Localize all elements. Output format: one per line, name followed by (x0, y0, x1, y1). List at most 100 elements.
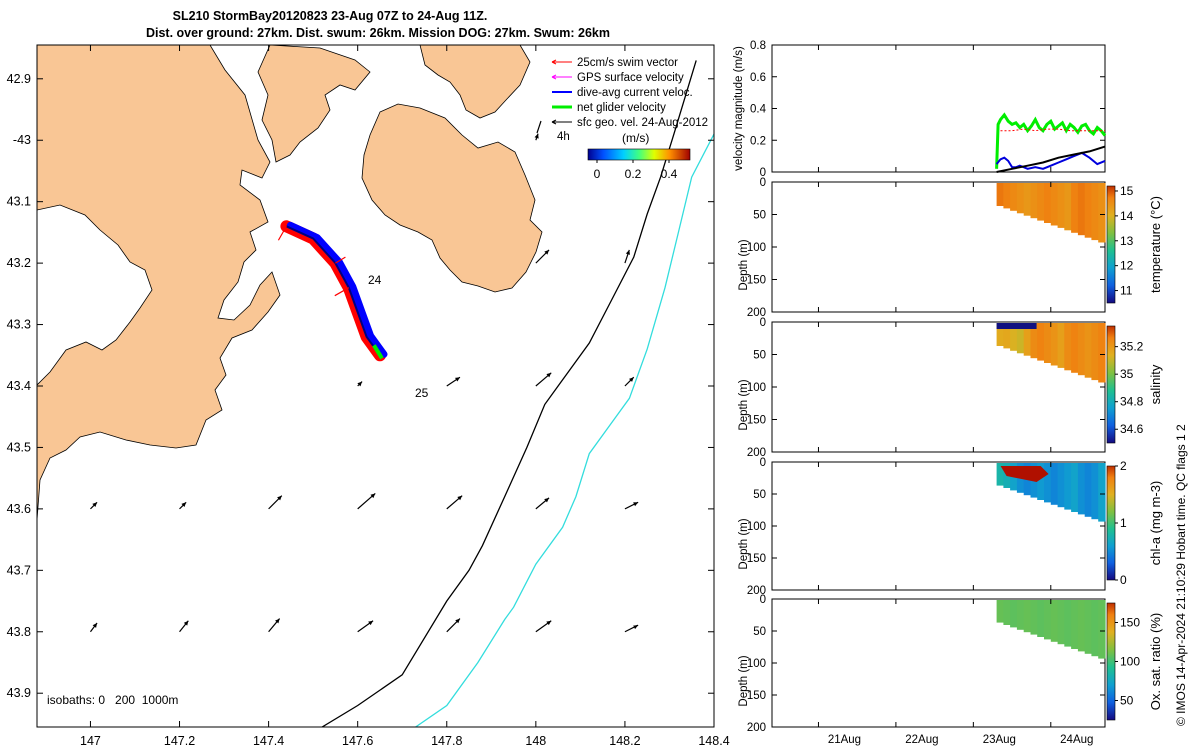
temperature-cell (1071, 183, 1079, 233)
map-ytick-label: 43.3 (7, 318, 31, 332)
temperature-cell (1037, 183, 1045, 221)
oxygen-cell (1064, 600, 1072, 647)
legend-geo-velocity: sfc geo. vel. 24-Aug-2012 (577, 117, 708, 129)
temperature-cell (1077, 183, 1086, 236)
track-label-24: 24 (368, 273, 382, 287)
velocity-series-black (996, 145, 1106, 173)
temperature-colorbar-tick: 11 (1120, 284, 1133, 298)
current-vector-field (89, 133, 639, 633)
swim-arrow-0 (277, 225, 287, 241)
velocity-series-green (995, 112, 1107, 169)
current-vector-6 (624, 501, 639, 510)
salinity-ytick-label: 0 (760, 317, 766, 329)
footer-credit: © IMOS 14-Apr-2024 21:10:29 Hobart time.… (1174, 424, 1188, 726)
salinity-cell (1084, 323, 1093, 378)
temperature-cell (1044, 183, 1052, 223)
velocity-ylabel: velocity magnitude (m/s) (733, 46, 745, 171)
current-vector-12 (535, 620, 552, 633)
salinity-cell (1037, 323, 1045, 361)
salinity-cell (1010, 323, 1018, 351)
salinity-cell (1057, 323, 1065, 368)
net-glider-segment (372, 344, 384, 360)
oxygen-cell (1010, 600, 1018, 628)
current-vector-18 (535, 249, 550, 264)
map-ytick-label: 43.4 (7, 379, 31, 393)
current-vector-13 (624, 624, 639, 633)
map-ytick-label: 43.8 (7, 625, 31, 639)
current-vector-17 (624, 376, 635, 387)
map-ytick-label: 42.9 (7, 72, 31, 86)
swim-arrow-1 (334, 287, 350, 297)
oxygen-colorbar-tick: 50 (1120, 694, 1134, 708)
map-ytick-label: 43.6 (7, 502, 31, 516)
title-line-1: SL210 StormBay20120823 23-Aug 07Z to 24-… (173, 9, 488, 23)
map-xtick-label: 147.2 (164, 734, 195, 748)
chla-colorbar-tick: 2 (1120, 459, 1127, 473)
current-vector-3 (357, 493, 376, 510)
temperature-cell (1057, 183, 1065, 228)
temperature-cell (1016, 183, 1025, 214)
oxygen-colorbar (1106, 602, 1116, 721)
oxygen-cell (996, 600, 1004, 623)
salinity-colorbar-tick: 35.2 (1120, 340, 1144, 354)
chla-ylabel: Depth (m) (738, 518, 750, 569)
temperature-cell (1091, 183, 1099, 241)
chla-cell (1084, 463, 1093, 517)
isobath-200m-line (321, 60, 697, 727)
oxygen-cell (1037, 600, 1045, 637)
temperature-colorbar-tick: 15 (1120, 184, 1134, 198)
oxygen-cell (1098, 600, 1106, 659)
temperature-colorbar-tick: 13 (1120, 234, 1134, 248)
oxygen-cell (1023, 600, 1032, 633)
temperature-cell (1023, 183, 1032, 216)
current-vector-2 (268, 495, 283, 510)
oxygen-ylabel: Depth (m) (738, 655, 750, 706)
salinity-cell (1071, 323, 1079, 373)
map-xtick-label: 147 (80, 734, 101, 748)
salinity-colorbar-tick: 34.6 (1120, 422, 1144, 436)
chla-cell (1044, 463, 1052, 503)
salinity-ylabel: Depth (m) (738, 379, 750, 430)
current-vector-8 (179, 620, 189, 633)
map-xtick-label: 147.8 (431, 734, 462, 748)
oxygen-ytick-label: 150 (747, 690, 766, 702)
salinity-cell (1098, 323, 1106, 383)
scale-arrow-label: 4h (557, 131, 570, 143)
temperature-cell (1050, 183, 1059, 226)
oxygen-cell (1050, 600, 1059, 642)
colorbar-unit: (m/s) (622, 131, 649, 145)
oxygen-cell (1071, 600, 1079, 649)
map-xtick-label: 147.6 (342, 734, 373, 748)
salinity-colorbar (1106, 325, 1116, 444)
oxygen-colorbar-tick: 150 (1120, 616, 1140, 630)
chla-cell (1064, 463, 1072, 510)
time-xtick-label: 22Aug (905, 734, 938, 746)
current-vector-16 (535, 372, 552, 387)
chla-ytick-label: 150 (747, 553, 766, 565)
oxygen-colorbar-tick: 100 (1120, 655, 1140, 669)
dive-avg-band (286, 221, 388, 358)
temperature-ytick-label: 100 (747, 242, 766, 254)
salinity-colorbar-tick: 35 (1120, 367, 1134, 381)
legend-dive-avg: dive-avg current veloc. (577, 87, 693, 99)
salinity-ytick-label: 100 (747, 382, 766, 394)
oxygen-ytick-label: 100 (747, 658, 766, 670)
temperature-cell (1030, 183, 1038, 219)
temperature-colorbar-label: temperature (°C) (1148, 196, 1163, 293)
map-ytick-label: 43.1 (7, 195, 31, 209)
land-forestier (361, 103, 543, 293)
oxygen-cell (1077, 600, 1086, 652)
chla-cell (1098, 463, 1106, 522)
temperature-ylabel: Depth (m) (738, 239, 750, 290)
chla-surface-maximum (1000, 466, 1049, 482)
velocity-ytick-label: 0 (760, 167, 766, 179)
current-vector-9 (268, 618, 281, 633)
temperature-cell (1003, 183, 1011, 209)
swim-arrow-2 (335, 256, 346, 264)
temperature-ytick-label: 150 (747, 275, 766, 287)
oxygen-ytick-label: 50 (753, 626, 766, 638)
track-label-25: 25 (415, 386, 429, 400)
track-line (285, 225, 381, 356)
current-vector-10 (357, 620, 374, 633)
